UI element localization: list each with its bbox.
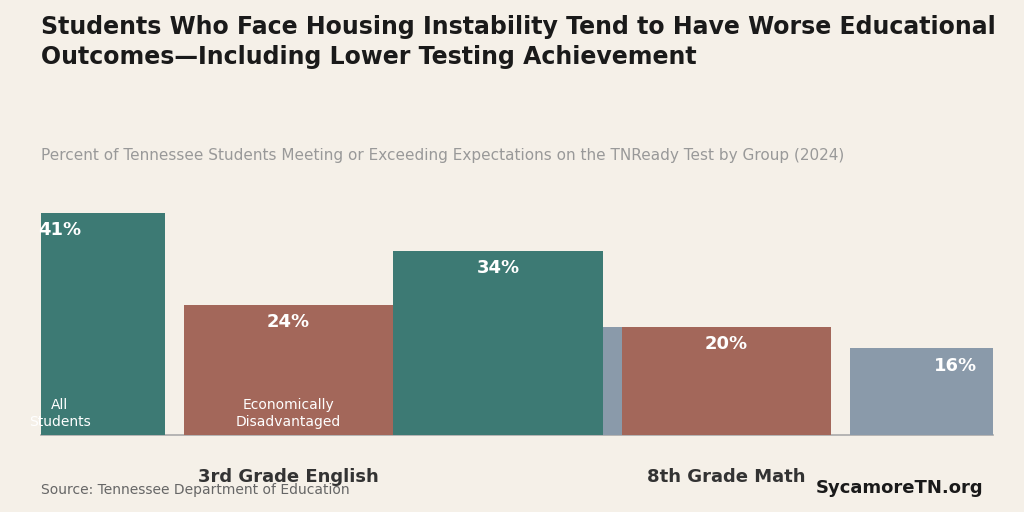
Bar — [413, 327, 622, 435]
Text: Source: Tennessee Department of Education: Source: Tennessee Department of Educatio… — [41, 483, 349, 497]
Bar — [184, 305, 393, 435]
Text: 24%: 24% — [267, 313, 310, 331]
Text: SycamoreTN.org: SycamoreTN.org — [815, 479, 983, 497]
Bar — [622, 327, 831, 435]
Text: 34%: 34% — [476, 259, 519, 277]
Text: Percent of Tennessee Students Meeting or Exceeding Expectations on the TNReady T: Percent of Tennessee Students Meeting or… — [41, 148, 844, 163]
Bar — [393, 251, 603, 435]
Text: Economically
Disadvantaged: Economically Disadvantaged — [236, 398, 341, 429]
Text: All
Students: All Students — [29, 398, 91, 429]
Text: Homeless
Students: Homeless Students — [483, 398, 551, 429]
Text: 20%: 20% — [706, 335, 749, 353]
Bar — [850, 348, 1024, 435]
Text: Students Who Face Housing Instability Tend to Have Worse Educational
Outcomes—In: Students Who Face Housing Instability Te… — [41, 15, 995, 69]
Bar — [0, 212, 165, 435]
Text: 8th Grade Math: 8th Grade Math — [647, 468, 806, 486]
Text: 16%: 16% — [934, 356, 977, 374]
Text: 3rd Grade English: 3rd Grade English — [199, 468, 379, 486]
Text: 41%: 41% — [39, 221, 82, 239]
Text: 20%: 20% — [496, 335, 539, 353]
